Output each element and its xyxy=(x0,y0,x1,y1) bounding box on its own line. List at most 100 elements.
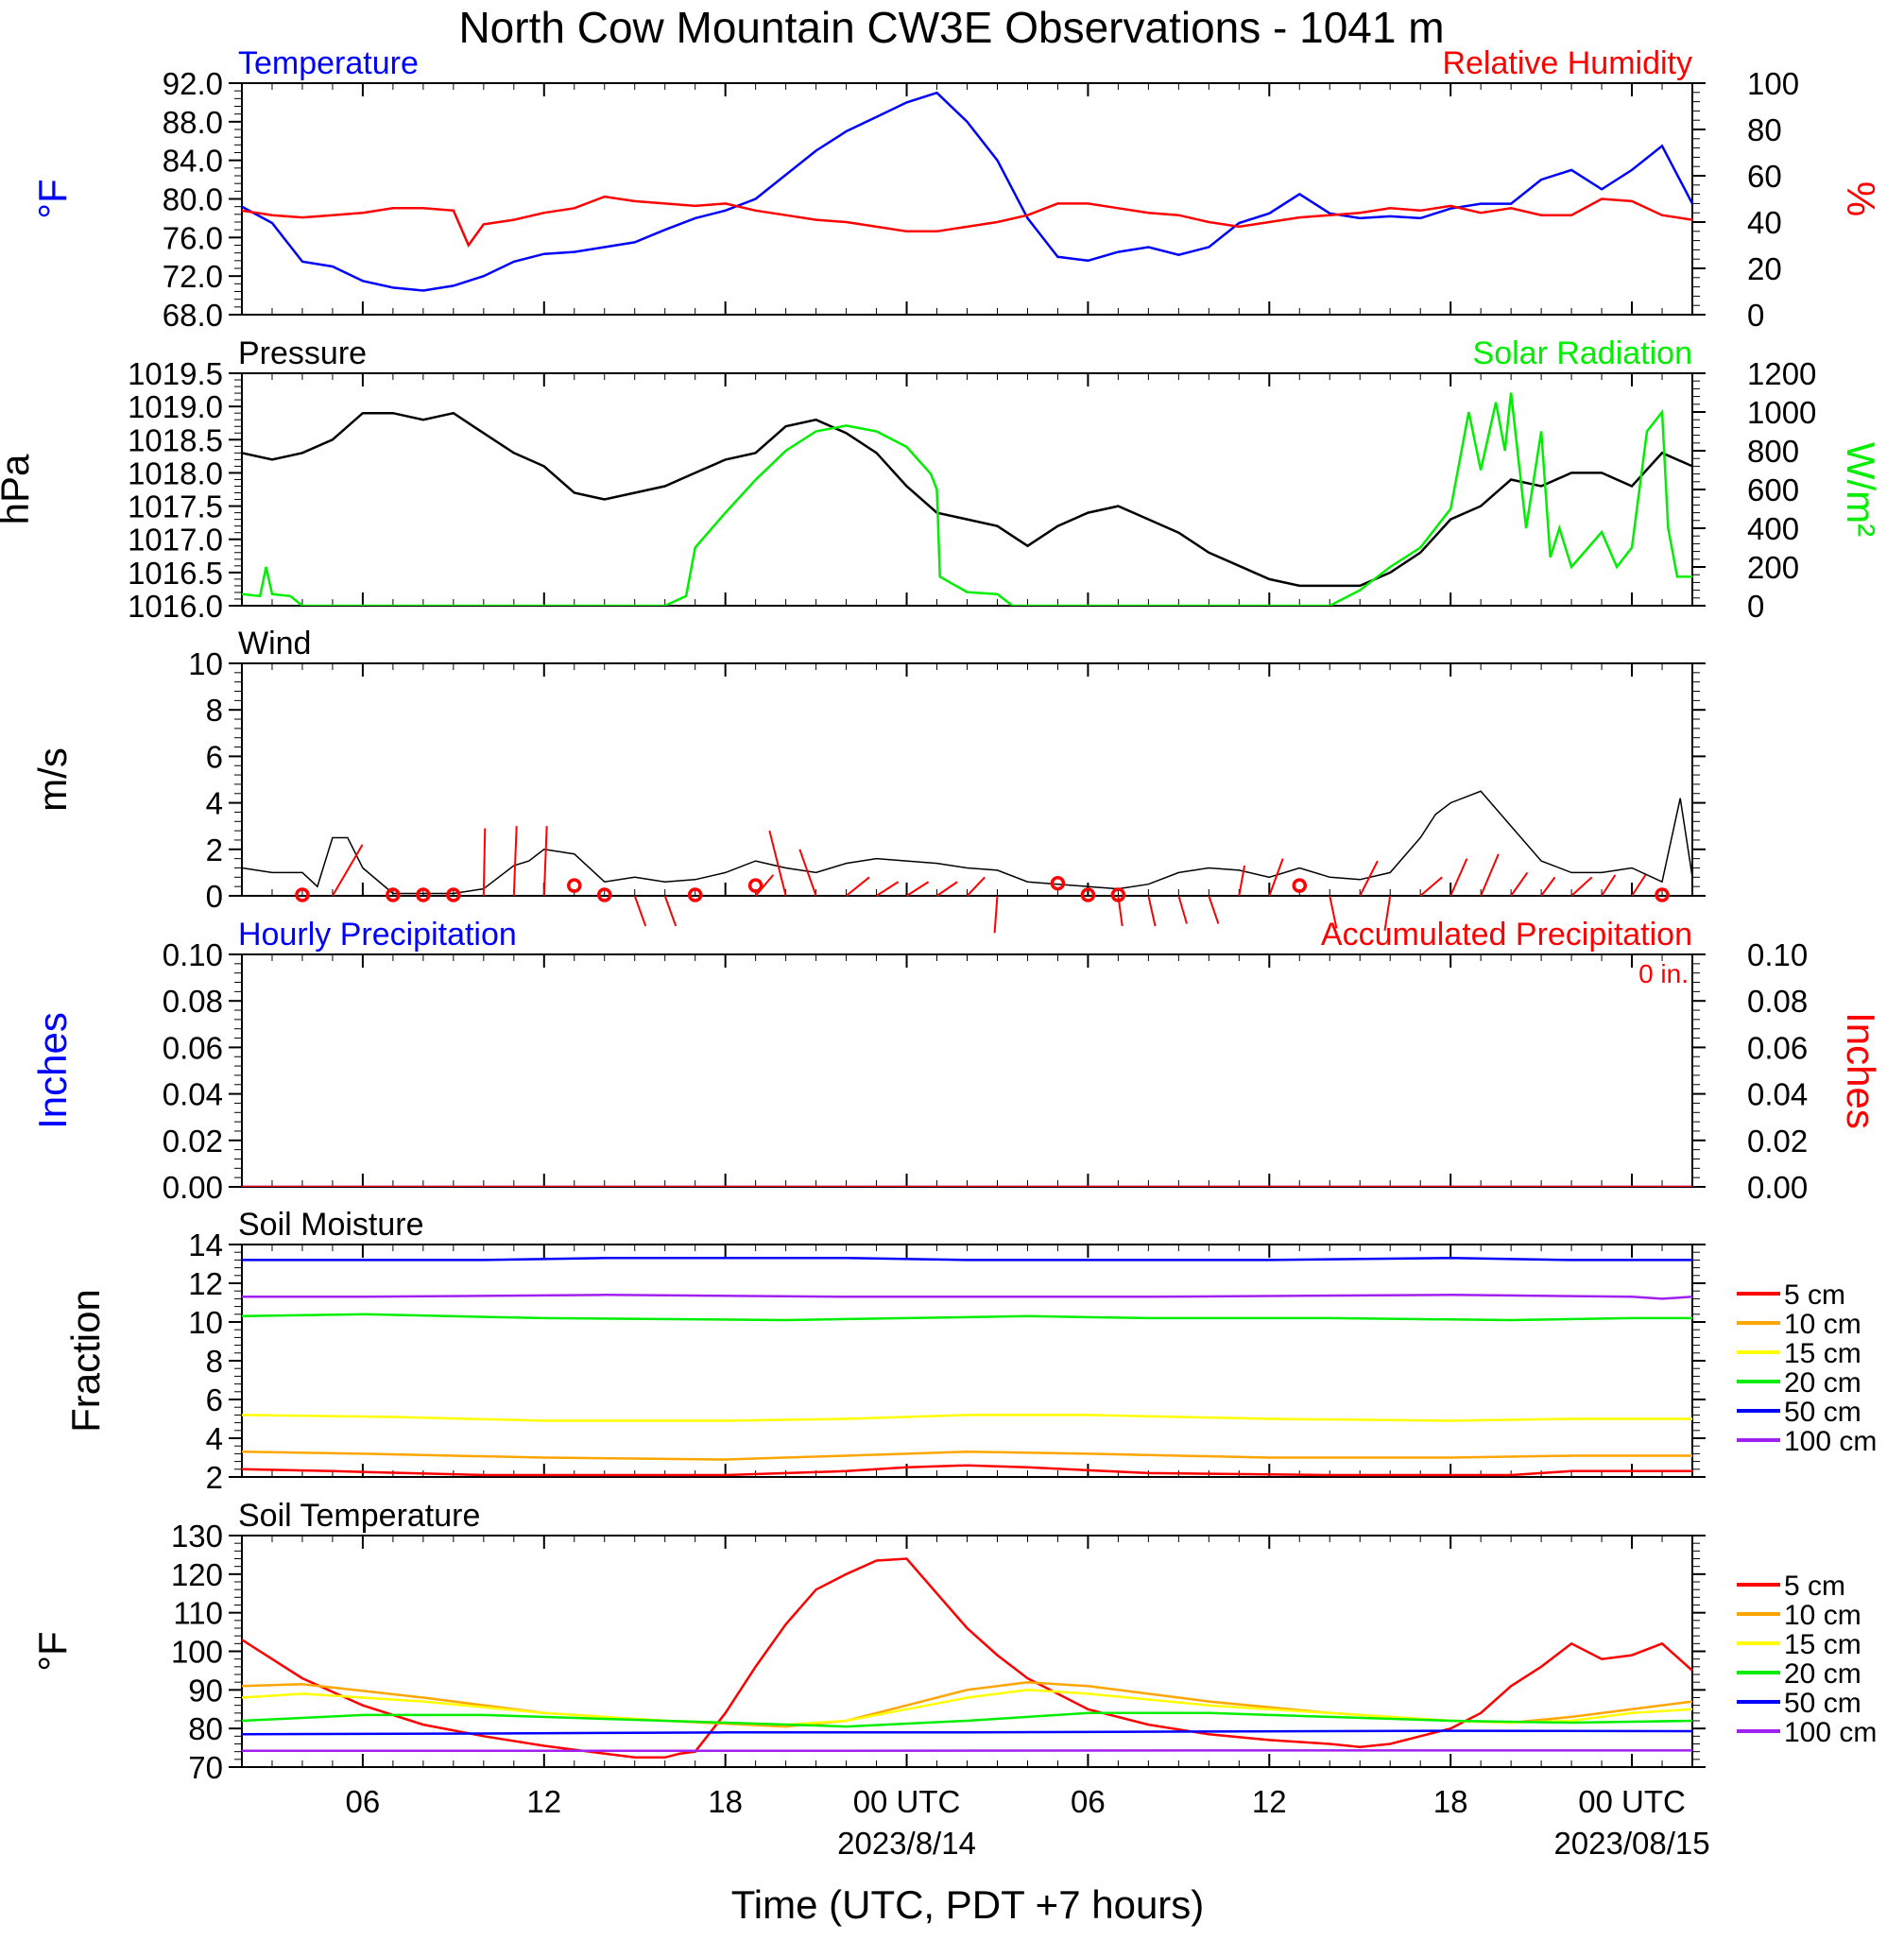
y-tick-label-left: 0.06 xyxy=(163,1030,223,1065)
x-tick-label: 18 xyxy=(1433,1784,1468,1819)
panel-frame xyxy=(241,662,1693,897)
series-line-20-cm xyxy=(242,1313,1692,1322)
x-date-label: 2023/08/15 xyxy=(1553,1826,1709,1861)
y-axis-label-left: °F xyxy=(30,179,75,218)
y-tick-label-left: 130 xyxy=(171,1519,223,1554)
series-line-relative-humidity xyxy=(242,195,1692,249)
y-tick-label-right: 0.10 xyxy=(1747,937,1808,972)
wind-barb xyxy=(768,830,787,897)
y-tick-label-right: 100 xyxy=(1747,66,1799,101)
wind-barb xyxy=(1419,876,1443,897)
wind-barb-calm xyxy=(1292,878,1308,893)
y-tick-label-left: 1016.0 xyxy=(128,589,223,624)
y-tick-label-left: 4 xyxy=(206,786,223,821)
y-tick-label-left: 100 xyxy=(171,1635,223,1670)
y-axis-label-right: Inches xyxy=(1839,1012,1883,1129)
wind-barb-calm xyxy=(1655,887,1670,902)
y-tick-label-left: 10 xyxy=(188,1305,223,1340)
y-tick-label-left: 6 xyxy=(206,739,223,774)
wind-barb xyxy=(542,826,548,897)
panel-title-right: Accumulated Precipitation xyxy=(1321,917,1692,953)
y-tick-label-left: 92.0 xyxy=(163,66,223,101)
wind-barb xyxy=(1268,858,1284,897)
wind-barb xyxy=(993,895,999,934)
wind-barb xyxy=(935,881,958,897)
legend-label: 100 cm xyxy=(1784,1717,1877,1748)
wind-barb-calm xyxy=(747,878,763,893)
y-tick-label-right: 0.04 xyxy=(1747,1077,1808,1112)
wind-barb xyxy=(1177,895,1188,924)
wind-barb-calm xyxy=(597,887,612,902)
wind-barb xyxy=(1601,874,1617,897)
y-tick-label-left: 1017.5 xyxy=(128,489,223,524)
legend-label: 20 cm xyxy=(1784,1658,1861,1690)
wind-barb xyxy=(512,826,518,897)
panels-root: 92.088.084.080.076.072.068.0100806040200… xyxy=(0,45,1883,1861)
series-line-15-cm xyxy=(242,1414,1692,1422)
legend-label: 15 cm xyxy=(1784,1629,1861,1660)
wind-barb xyxy=(663,895,678,927)
wind-barb xyxy=(1383,895,1392,932)
wind-barb xyxy=(754,874,775,897)
x-tick-label: 00 UTC xyxy=(1578,1784,1686,1819)
wind-barb xyxy=(633,895,647,927)
y-tick-label-left: 80.0 xyxy=(163,182,223,217)
y-tick-label-left: 0.00 xyxy=(163,1170,223,1205)
series-line-50-cm xyxy=(242,1257,1692,1262)
wind-barb xyxy=(798,849,817,897)
panel-frame xyxy=(241,82,1693,316)
y-tick-label-left: 1018.0 xyxy=(128,455,223,490)
y-axis-label-left: hPa xyxy=(0,454,37,524)
series-line-100-cm xyxy=(242,1294,1692,1300)
wind-barb-calm xyxy=(1080,887,1096,902)
y-tick-label-left: 8 xyxy=(206,693,223,728)
y-tick-label-right: 200 xyxy=(1747,550,1799,585)
series-line-5-cm xyxy=(242,1557,1692,1760)
y-axis-label-left: Fraction xyxy=(63,1289,108,1433)
y-tick-label-right: 0 xyxy=(1747,589,1764,624)
wind-barb-calm xyxy=(446,887,461,902)
wind-barb xyxy=(1147,895,1157,927)
y-tick-label-left: 14 xyxy=(188,1228,223,1262)
series-line-15-cm xyxy=(242,1689,1692,1726)
wind-barb xyxy=(482,828,487,897)
x-tick-label: 06 xyxy=(1071,1784,1106,1819)
wind-barb xyxy=(332,844,364,897)
y-tick-label-left: 1019.0 xyxy=(128,389,223,424)
wind-barb xyxy=(966,876,986,897)
y-tick-label-left: 84.0 xyxy=(163,144,223,179)
x-tick-label: 06 xyxy=(346,1784,381,1819)
wind-barb-calm xyxy=(1050,875,1066,891)
legend-label: 50 cm xyxy=(1784,1688,1861,1719)
x-axis-label: Time (UTC, PDT +7 hours) xyxy=(731,1882,1205,1927)
wind-barb xyxy=(1510,871,1529,897)
panel-title-left: Soil Moisture xyxy=(238,1207,424,1243)
wind-barb xyxy=(1449,858,1468,897)
series-line-5-cm xyxy=(242,1464,1692,1477)
legend-label: 5 cm xyxy=(1784,1571,1845,1602)
panel-frame xyxy=(241,953,1693,1188)
y-tick-label-left: 2 xyxy=(206,1460,223,1495)
legend-label: 5 cm xyxy=(1784,1279,1845,1311)
y-tick-label-right: 400 xyxy=(1747,511,1799,546)
y-tick-label-left: 1016.5 xyxy=(128,556,223,591)
y-tick-label-left: 0.04 xyxy=(163,1077,223,1112)
panel-pressure-solar: 1019.51019.01018.51018.01017.51017.01016… xyxy=(0,335,1883,624)
wind-barb xyxy=(845,876,870,897)
wind-barb-calm xyxy=(416,887,431,902)
wind-barb xyxy=(1329,895,1338,929)
y-tick-label-left: 6 xyxy=(206,1382,223,1417)
wind-barb xyxy=(1631,874,1647,897)
y-tick-label-right: 1000 xyxy=(1747,395,1816,430)
wind-barb xyxy=(1208,895,1220,924)
x-date-label: 2023/8/14 xyxy=(837,1826,976,1861)
y-tick-label-right: 0.06 xyxy=(1747,1030,1808,1065)
y-tick-label-right: 40 xyxy=(1747,205,1782,240)
y-tick-label-right: 1200 xyxy=(1747,356,1816,391)
panel-frame xyxy=(241,372,1693,607)
y-tick-label-left: 12 xyxy=(188,1266,223,1301)
series-line-pressure xyxy=(242,411,1692,588)
series-line-wind xyxy=(242,790,1692,895)
